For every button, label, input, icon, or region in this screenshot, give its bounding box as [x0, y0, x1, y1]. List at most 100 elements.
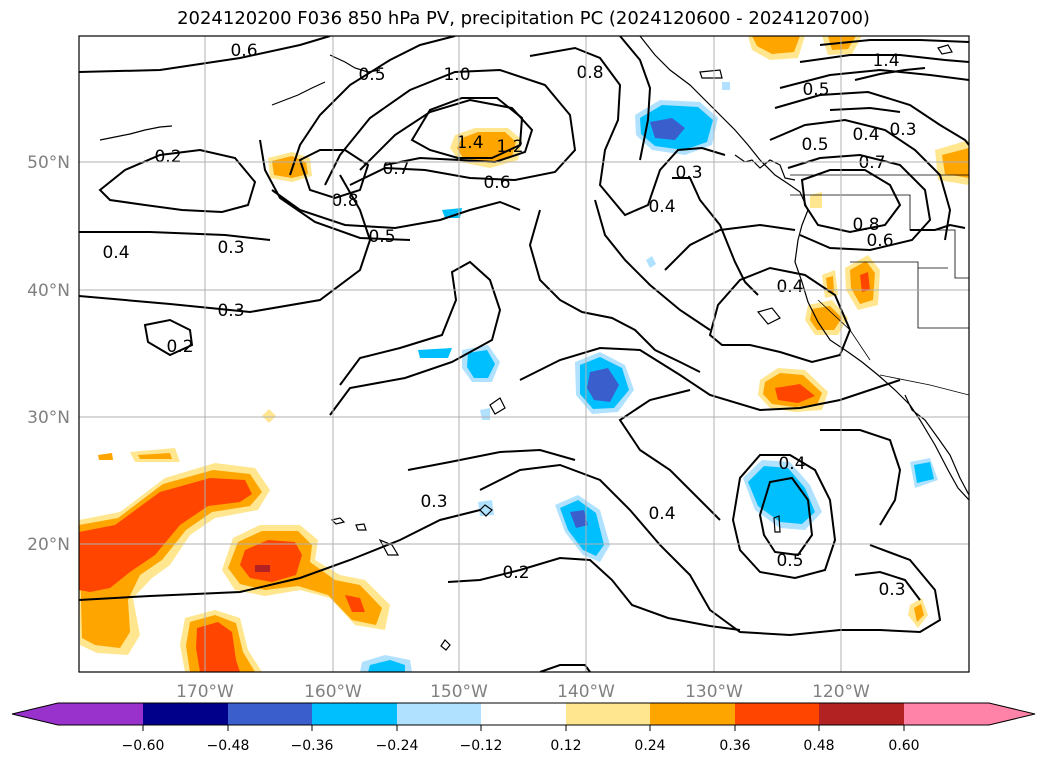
coastline: [440, 639, 451, 651]
contour-line: [618, 389, 721, 521]
pv-contours: [79, 36, 969, 672]
contour-label: 0.7: [858, 153, 885, 173]
contour-line: [854, 67, 926, 81]
contour-label: 0.5: [802, 80, 829, 100]
latitude-labels: 50°N 40°N 30°N 20°N: [27, 153, 70, 555]
contour-line: [910, 223, 966, 231]
colorbar-bin: [566, 703, 650, 725]
contour-line: [819, 39, 969, 46]
coastline: [756, 307, 781, 325]
longitude-label: 170°W: [176, 682, 234, 702]
precip-negative-area: [748, 466, 815, 524]
colorbar-bins: [12, 703, 1035, 725]
coastlines: [99, 36, 969, 651]
contour-line: [298, 149, 370, 200]
latitude-label: 50°N: [27, 153, 70, 173]
precip-positive-shading: [79, 36, 969, 672]
longitude-label: 120°W: [812, 682, 870, 702]
precip-negative-area: [646, 256, 656, 268]
contour-line: [98, 148, 257, 214]
contour-label: 0.4: [648, 197, 675, 217]
contour-line: [79, 509, 481, 601]
contour-label: 0.8: [852, 215, 879, 235]
precip-positive-area: [196, 622, 240, 672]
precip-positive-area: [255, 565, 270, 572]
latitude-label: 30°N: [27, 408, 70, 428]
precip-positive-area: [810, 306, 842, 330]
precip-negative-area: [650, 118, 685, 140]
coastline: [479, 504, 493, 517]
precip-negative-shading: [360, 82, 938, 672]
contour-label: 0.3: [217, 301, 244, 321]
border: [850, 261, 969, 329]
coastline: [699, 69, 723, 79]
longitude-label: 160°W: [304, 682, 362, 702]
colorbar-extend-high: [904, 703, 1035, 725]
colorbar-tick-label: −0.48: [207, 738, 250, 754]
contour-label: 0.5: [368, 227, 395, 247]
precip-negative-area: [368, 660, 405, 672]
coastline: [355, 523, 367, 531]
precip-positive-area: [775, 384, 815, 403]
contour-line: [407, 448, 576, 471]
contour-label: 0.3: [675, 163, 702, 183]
latitude-label: 40°N: [27, 281, 70, 301]
contour-label: 0.2: [166, 337, 193, 357]
precip-positive-area: [860, 272, 870, 292]
precip-positive-area: [942, 148, 969, 178]
coastline: [937, 44, 953, 55]
contour-label: 0.4: [776, 277, 803, 297]
contour-label: 0.7: [382, 159, 409, 179]
map-title: 2024120200 F036 850 hPa PV, precipitatio…: [177, 8, 870, 29]
colorbar-outline: [11, 702, 1036, 726]
colorbar-bin: [650, 703, 735, 725]
contour-line: [359, 98, 534, 171]
precip-positive-area: [138, 453, 172, 459]
contour-line: [799, 54, 969, 63]
contour-label: 1.4: [456, 133, 483, 153]
precip-positive-area: [262, 409, 276, 423]
contour-label: 0.3: [217, 238, 244, 258]
graticule: [79, 36, 969, 672]
precip-positive-area: [752, 36, 800, 54]
contour-label: 0.8: [331, 191, 358, 211]
coastline: [904, 394, 969, 496]
colorbar-tick-label: 0.36: [719, 738, 750, 754]
colorbar-tick-label: 0.60: [888, 738, 919, 754]
coastline: [271, 81, 326, 106]
contour-line: [774, 90, 969, 146]
colorbar-tick-label: −0.60: [122, 738, 165, 754]
colorbar-tick-label: −0.36: [291, 738, 334, 754]
colorbar-bin: [228, 703, 312, 725]
contour-label: 0.6: [230, 41, 257, 61]
precip-negative-area: [467, 350, 495, 378]
contour-label: 0.3: [889, 120, 916, 140]
contour-label: 0.4: [648, 504, 675, 524]
contour-line: [619, 36, 652, 161]
contour-line: [787, 153, 932, 252]
contour-label: 0.4: [778, 454, 805, 474]
contour-label: 0.2: [154, 147, 181, 167]
colorbar-bin: [397, 703, 481, 725]
coastline: [378, 538, 400, 556]
contour-line: [731, 454, 837, 580]
contour-line: [820, 429, 902, 526]
colorbar-tick-labels: −0.60 −0.48 −0.36 −0.24 −0.12 0.12 0.24 …: [122, 738, 920, 754]
contour-line: [769, 118, 952, 241]
precip-negative-area: [418, 348, 452, 358]
contour-line: [79, 36, 331, 73]
longitude-label: 130°W: [685, 682, 743, 702]
colorbar-bin: [819, 703, 904, 725]
border: [817, 299, 871, 361]
precip-negative-area: [478, 500, 494, 516]
map-plot-area: 0.6 0.5 1.0 0.8 1.4 1.2 0.2 0.7 0.6 0.8 …: [79, 36, 969, 672]
contour-line: [594, 199, 711, 331]
contour-line: [289, 36, 456, 176]
precip-positive-area: [79, 470, 262, 648]
precip-positive-area: [826, 276, 834, 293]
contour-line: [528, 209, 701, 373]
precip-positive-area: [810, 192, 822, 208]
contour-label: 0.3: [878, 580, 905, 600]
colorbar-bin: [481, 703, 566, 725]
colorbar-tick-label: 0.48: [803, 738, 834, 754]
